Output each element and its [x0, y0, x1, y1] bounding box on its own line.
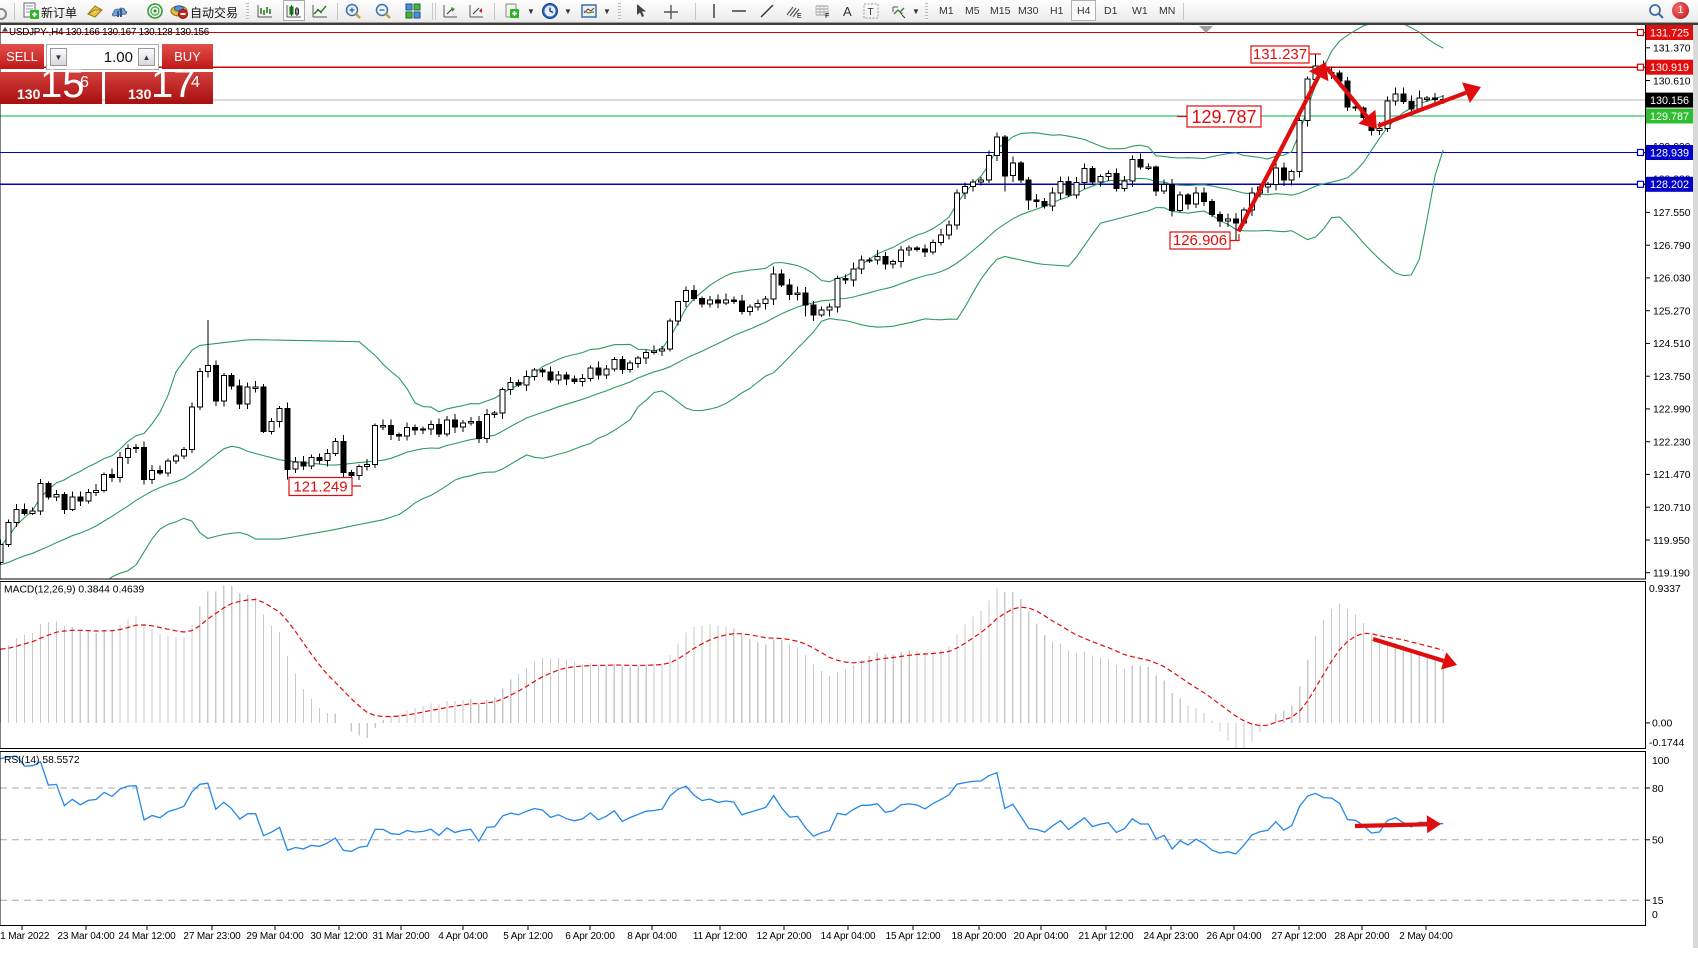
svg-text:20 Apr 04:00: 20 Apr 04:00: [1014, 931, 1070, 942]
svg-text:131.725: 131.725: [1650, 27, 1689, 39]
svg-text:F: F: [825, 13, 829, 20]
svg-text:26 Apr 04:00: 26 Apr 04:00: [1207, 931, 1263, 942]
svg-text:12 Apr 20:00: 12 Apr 20:00: [757, 931, 813, 942]
svg-text:100: 100: [1652, 756, 1670, 767]
svg-text:T: T: [868, 7, 874, 18]
svg-text:27 Apr 12:00: 27 Apr 12:00: [1272, 931, 1328, 942]
svg-text:0.9337: 0.9337: [1649, 584, 1681, 595]
svg-text:131.370: 131.370: [1653, 44, 1691, 55]
svg-text:128.202: 128.202: [1650, 179, 1689, 191]
svg-text:24 Apr 23:00: 24 Apr 23:00: [1144, 931, 1200, 942]
svg-text:15: 15: [1652, 896, 1664, 907]
svg-text:24 Mar 12:00: 24 Mar 12:00: [118, 931, 176, 942]
svg-text:30 Mar 12:00: 30 Mar 12:00: [310, 931, 368, 942]
svg-text:5 Apr 12:00: 5 Apr 12:00: [503, 931, 553, 942]
svg-text:121.470: 121.470: [1653, 470, 1691, 481]
svg-text:127.550: 127.550: [1653, 208, 1691, 219]
svg-text:6 Apr 20:00: 6 Apr 20:00: [565, 931, 615, 942]
svg-text:4 Apr 04:00: 4 Apr 04:00: [438, 931, 488, 942]
svg-text:15 Apr 12:00: 15 Apr 12:00: [886, 931, 942, 942]
svg-text:2 May 04:00: 2 May 04:00: [1399, 931, 1453, 942]
svg-text:50: 50: [1652, 836, 1664, 847]
svg-text:21 Mar 2022: 21 Mar 2022: [0, 931, 50, 942]
svg-text:E: E: [797, 13, 802, 20]
svg-text:18 Apr 20:00: 18 Apr 20:00: [952, 931, 1008, 942]
svg-text:11 Apr 12:00: 11 Apr 12:00: [693, 931, 748, 942]
svg-text:129.787: 129.787: [1650, 111, 1689, 123]
svg-text:128.939: 128.939: [1650, 147, 1689, 159]
svg-text:31 Mar 20:00: 31 Mar 20:00: [372, 931, 430, 942]
svg-text:-0.1744: -0.1744: [1649, 738, 1684, 749]
svg-text:27 Mar 23:00: 27 Mar 23:00: [183, 931, 241, 942]
svg-text:28 Apr 20:00: 28 Apr 20:00: [1335, 931, 1391, 942]
svg-text:29 Mar 04:00: 29 Mar 04:00: [246, 931, 304, 942]
svg-text:130.919: 130.919: [1650, 62, 1689, 74]
svg-text:123.750: 123.750: [1653, 372, 1691, 383]
svg-text:23 Mar 04:00: 23 Mar 04:00: [57, 931, 115, 942]
svg-text:126.790: 126.790: [1653, 241, 1691, 252]
svg-text:126.030: 126.030: [1653, 274, 1691, 285]
svg-text:RSI(14) 58.5572: RSI(14) 58.5572: [4, 755, 80, 766]
svg-text:0: 0: [1652, 910, 1658, 921]
svg-text:119.190: 119.190: [1653, 569, 1690, 580]
svg-text:131.237: 131.237: [1253, 46, 1307, 63]
svg-text:119.950: 119.950: [1653, 536, 1690, 547]
svg-text:8 Apr 04:00: 8 Apr 04:00: [627, 931, 677, 942]
svg-text:125.270: 125.270: [1653, 307, 1691, 318]
svg-text:21 Apr 12:00: 21 Apr 12:00: [1079, 931, 1135, 942]
svg-text:121.249: 121.249: [293, 479, 347, 496]
svg-text:122.230: 122.230: [1653, 438, 1691, 449]
svg-text:MACD(12,26,9) 0.3844 0.4639: MACD(12,26,9) 0.3844 0.4639: [4, 585, 145, 596]
svg-text:129.787: 129.787: [1191, 107, 1256, 127]
svg-text:122.990: 122.990: [1653, 405, 1691, 416]
svg-text:USDJPY-,H4 130.166 130.167 13: USDJPY-,H4 130.166 130.167 130.128 130.1…: [9, 27, 210, 38]
svg-text:80: 80: [1652, 784, 1664, 795]
svg-text:130.156: 130.156: [1650, 95, 1689, 107]
svg-text:120.710: 120.710: [1653, 503, 1691, 514]
svg-text:0.00: 0.00: [1652, 719, 1672, 730]
svg-text:14 Apr 04:00: 14 Apr 04:00: [821, 931, 877, 942]
svg-text:126.906: 126.906: [1173, 232, 1227, 249]
svg-text:130.610: 130.610: [1653, 76, 1691, 87]
svg-text:124.510: 124.510: [1653, 339, 1691, 350]
